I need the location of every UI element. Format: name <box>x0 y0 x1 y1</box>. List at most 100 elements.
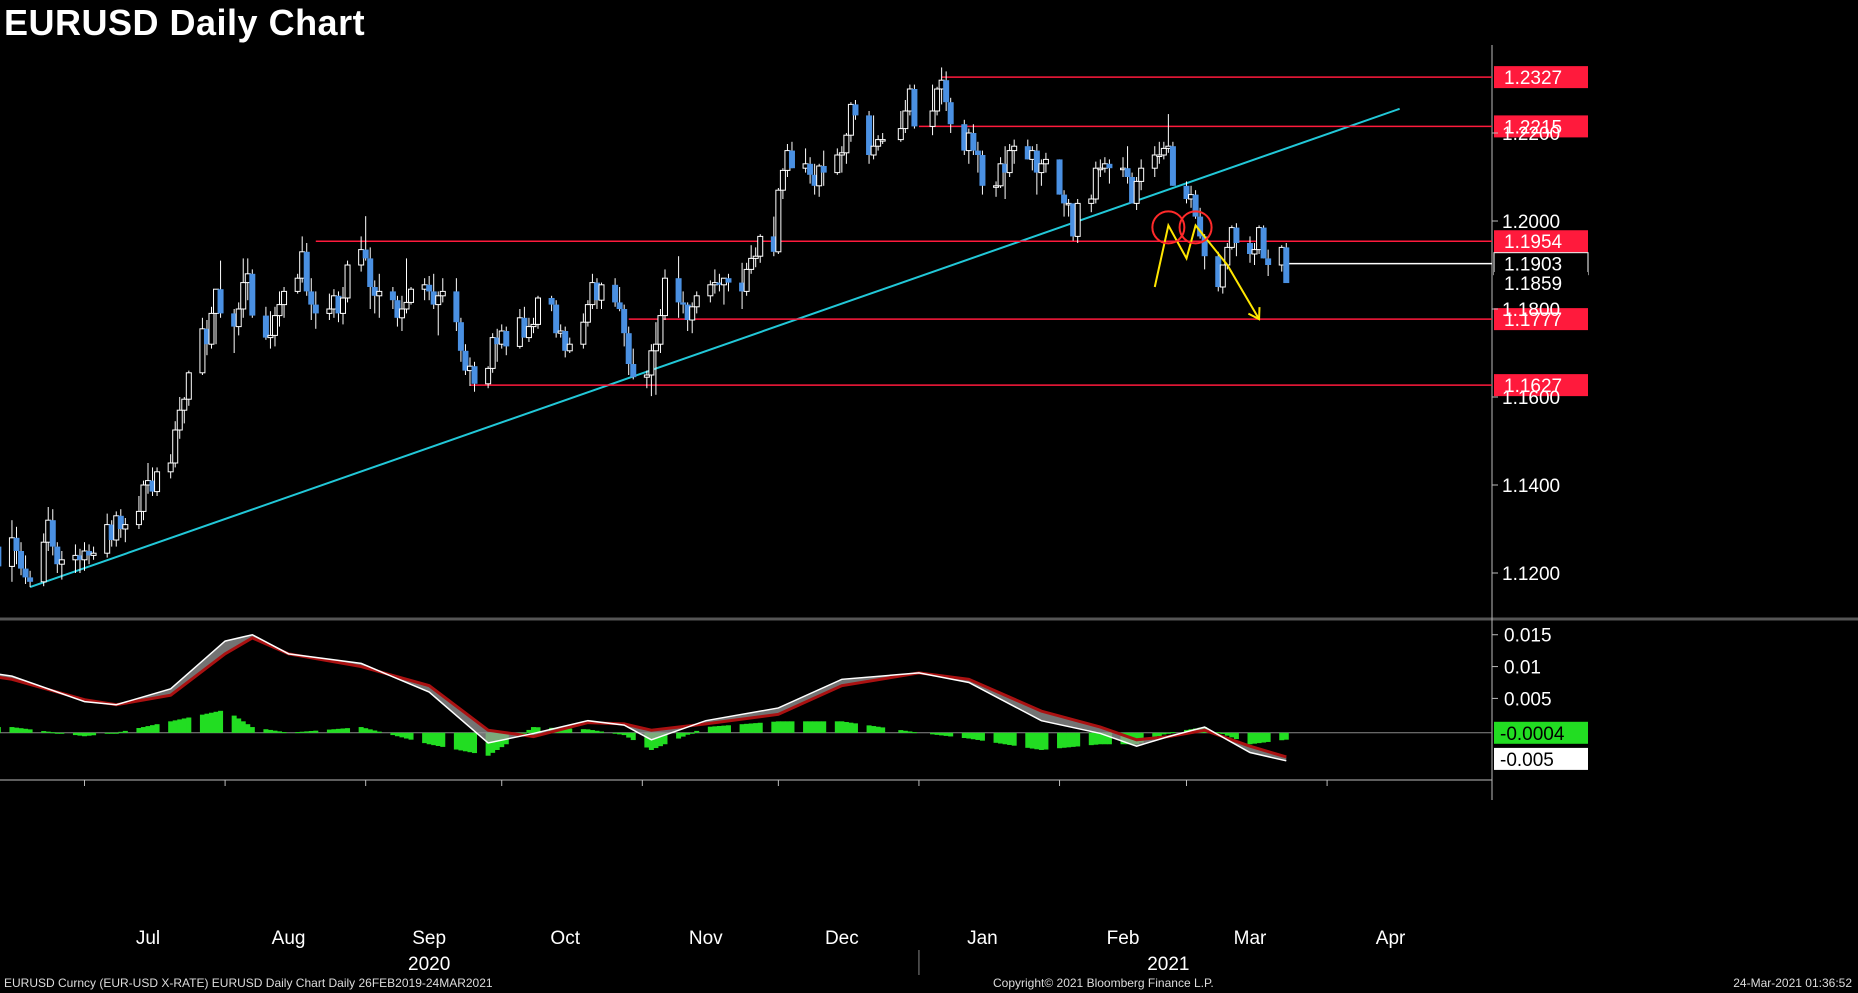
macd-histogram-bar <box>18 728 24 733</box>
candle-body <box>344 264 351 299</box>
macd-histogram-bar <box>308 731 314 733</box>
candle-body <box>807 163 814 175</box>
arrow-head <box>1247 307 1261 321</box>
candle <box>1183 181 1190 204</box>
macd-histogram-bar <box>367 729 373 733</box>
macd-histogram-bar <box>177 719 183 733</box>
macd-histogram-bar <box>109 732 115 734</box>
candle <box>1124 146 1131 184</box>
macd-histogram-bar <box>331 729 337 733</box>
candle <box>49 509 56 556</box>
candle <box>1219 264 1226 294</box>
candle <box>457 317 464 362</box>
candle-body <box>76 555 83 560</box>
macd-histogram-bar <box>1097 732 1103 745</box>
candle <box>752 247 759 268</box>
macd-histogram-bar <box>490 732 496 753</box>
candle <box>788 141 795 169</box>
macd-histogram-bar <box>45 731 51 733</box>
candle <box>652 322 659 395</box>
candle-body <box>90 552 97 556</box>
candle-body <box>1197 216 1204 237</box>
candle-body <box>725 278 732 283</box>
candle <box>199 317 206 375</box>
candle-body <box>231 313 238 327</box>
candle-body <box>18 551 25 569</box>
candle <box>770 216 777 257</box>
level-label-box <box>1494 272 1588 295</box>
candle <box>140 480 147 521</box>
candle-body <box>743 268 750 292</box>
candle-body <box>367 258 374 287</box>
level-label: 1.2327 <box>1504 68 1562 89</box>
candle <box>367 247 374 309</box>
macd-histogram-bar <box>295 732 301 734</box>
macd-histogram-bar <box>748 723 754 733</box>
macd-histogram-bar <box>1038 732 1044 750</box>
candle-body <box>0 546 2 567</box>
macd-histogram-bar <box>753 723 759 733</box>
candle <box>879 133 886 144</box>
macd-histogram-bar <box>685 732 691 735</box>
candle-body <box>834 154 841 174</box>
candle-body <box>362 249 369 259</box>
candle-body <box>176 409 183 431</box>
candle <box>584 300 591 327</box>
trendline <box>29 107 1400 589</box>
candle-body <box>997 163 1004 187</box>
candle <box>616 287 623 312</box>
candle-body <box>494 337 501 345</box>
macd-histogram-bar <box>866 725 872 733</box>
candle <box>435 291 442 336</box>
candle-body <box>240 282 247 310</box>
candle-body <box>108 524 115 540</box>
macd-histogram-bar <box>780 721 786 733</box>
macd-histogram-bar <box>1220 732 1226 734</box>
candle-body <box>1088 198 1095 204</box>
macd-line <box>0 633 1287 762</box>
candle-body <box>661 277 668 317</box>
candle <box>811 163 818 195</box>
candle <box>276 291 283 327</box>
candle-body <box>403 301 410 310</box>
candle-body <box>612 284 619 303</box>
macd-histogram-bar <box>1279 732 1285 741</box>
candle <box>172 421 179 468</box>
macd-histogram-bar <box>485 732 491 756</box>
candle-body <box>770 236 777 252</box>
candle <box>1247 236 1253 263</box>
candle <box>807 157 814 184</box>
candle-body <box>648 350 655 376</box>
macd-histogram-bar <box>530 727 536 733</box>
candle <box>1038 159 1045 186</box>
x-month-label: Oct <box>550 928 580 949</box>
macd-histogram-bar <box>771 721 777 733</box>
candle-body <box>27 577 34 582</box>
macd-histogram-bar <box>1247 732 1253 745</box>
macd-histogram-bar <box>172 720 178 733</box>
macd-label: -0.005 <box>1500 750 1554 771</box>
macd-histogram-bar <box>240 721 246 733</box>
macd-histogram-bar <box>467 732 473 753</box>
macd-histogram-bar <box>1156 732 1162 737</box>
candle-body <box>1138 167 1145 182</box>
candle <box>553 300 560 338</box>
candle <box>76 548 83 573</box>
footer-copyright: Copyright© 2021 Bloomberg Finance L.P. <box>993 976 1214 990</box>
macd-histogram-bar <box>154 724 160 733</box>
candle-body <box>430 291 437 305</box>
candle <box>40 533 47 587</box>
candle <box>870 115 877 160</box>
candle-body <box>748 257 755 270</box>
macd-histogram-bar <box>902 730 908 733</box>
chart-title: EURUSD Daily Chart <box>4 2 366 43</box>
candle <box>911 84 918 129</box>
candle <box>167 454 174 479</box>
macd-histogram-bar <box>1007 732 1013 745</box>
candle <box>525 317 532 342</box>
candle-body <box>8 537 15 567</box>
candle-body <box>394 300 401 318</box>
candle-body <box>934 88 941 112</box>
macd-histogram-bar <box>966 732 972 739</box>
